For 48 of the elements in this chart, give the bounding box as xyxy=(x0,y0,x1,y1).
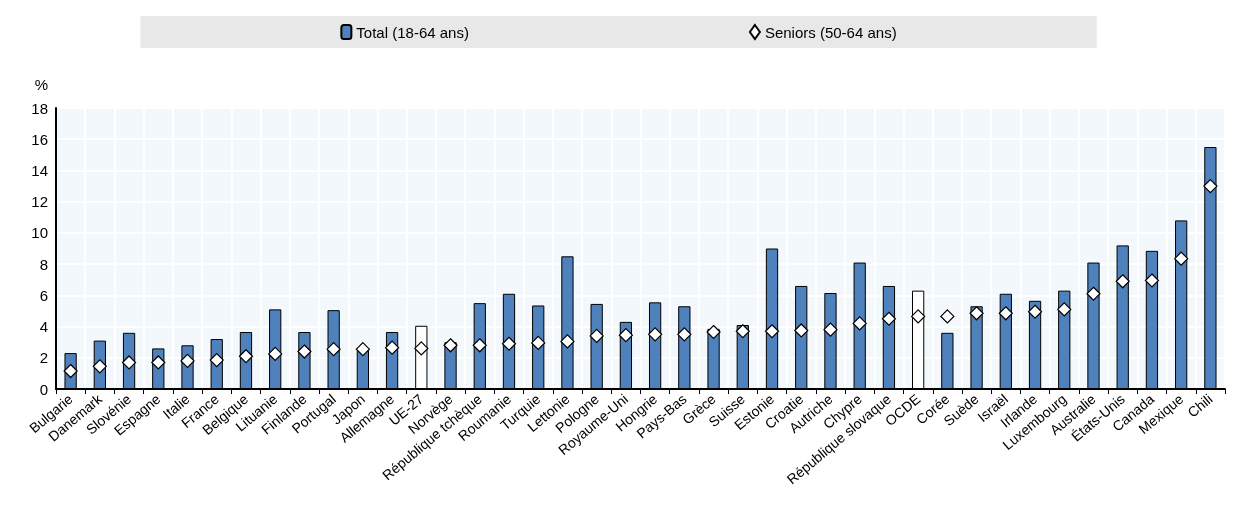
point xyxy=(501,336,517,351)
point xyxy=(209,353,224,368)
x-tick-label: Chili xyxy=(1184,390,1216,421)
y-tick-label: 18 xyxy=(31,99,48,117)
point xyxy=(1115,274,1130,289)
point xyxy=(268,346,283,361)
y-tick-label: 10 xyxy=(31,224,48,242)
point xyxy=(180,353,195,368)
point xyxy=(121,355,137,370)
point xyxy=(1027,304,1043,319)
point xyxy=(1057,302,1072,317)
point xyxy=(764,324,780,339)
y-tick-label: 12 xyxy=(31,193,48,211)
y-tick-label: 0 xyxy=(39,380,48,398)
point xyxy=(1144,273,1160,288)
point xyxy=(151,355,166,370)
point xyxy=(940,309,955,324)
point xyxy=(531,335,546,351)
point xyxy=(1203,178,1218,194)
y-tick-label: 16 xyxy=(31,130,48,148)
point xyxy=(648,327,663,342)
point xyxy=(560,334,575,349)
point xyxy=(384,340,400,355)
point xyxy=(998,306,1013,321)
point xyxy=(794,323,809,338)
legend-label: Total (18-64 ans) xyxy=(356,23,469,41)
point xyxy=(618,328,633,343)
point xyxy=(1086,286,1101,301)
y-tick-label: 8 xyxy=(39,255,48,273)
point xyxy=(881,311,897,326)
point xyxy=(443,338,458,353)
point xyxy=(414,341,429,356)
y-axis-title: % xyxy=(34,76,48,93)
point xyxy=(706,324,721,340)
y-tick-label: 14 xyxy=(31,161,48,179)
y-tick-label: 4 xyxy=(39,318,48,336)
point xyxy=(735,324,750,339)
point xyxy=(63,363,78,379)
point xyxy=(355,342,370,357)
point xyxy=(92,359,107,374)
point xyxy=(852,316,867,331)
y-tick-label: 2 xyxy=(39,349,48,367)
point xyxy=(297,344,312,359)
y-tick-label: 6 xyxy=(39,286,48,304)
point xyxy=(1174,251,1189,266)
point xyxy=(238,349,254,364)
legend-label: Seniors (50-64 ans) xyxy=(764,23,897,41)
point xyxy=(472,338,487,353)
